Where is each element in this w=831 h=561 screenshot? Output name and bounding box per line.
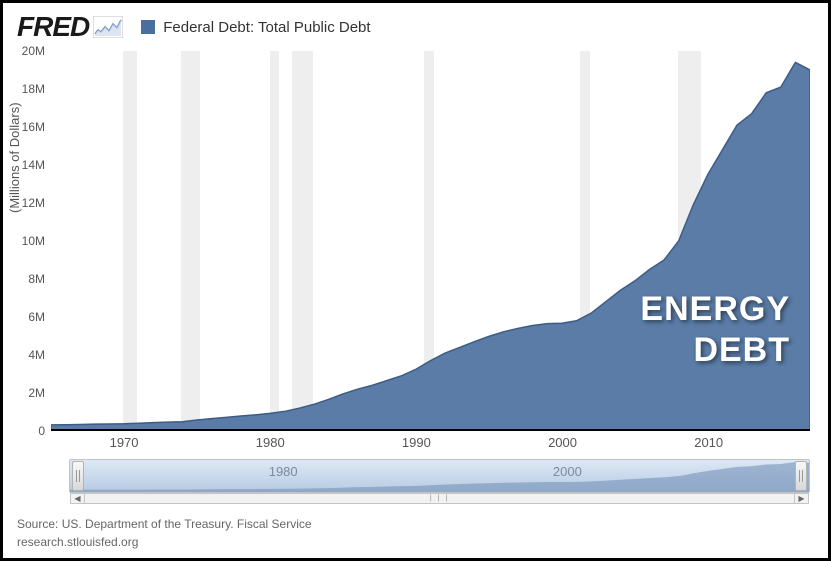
attribution-line: research.stlouisfed.org [17,533,814,551]
x-tick: 2010 [694,431,723,450]
range-scroll-left-icon[interactable]: ◀ [71,494,85,503]
range-tick: 2000 [553,464,582,479]
range-scrollbar[interactable]: ◀ | | | ▶ [70,493,809,504]
logo-sparkline-icon [93,16,123,38]
footer: Source: US. Department of the Treasury. … [17,515,814,551]
range-scroll-right-icon[interactable]: ▶ [794,494,808,503]
y-tick: 12M [11,196,51,210]
overlay-label: ENERGY DEBT [640,289,790,371]
y-tick: 10M [11,234,51,248]
y-tick: 8M [11,272,51,286]
fred-logo: FRED [17,11,123,43]
overlay-line1: ENERGY [640,289,790,330]
legend-label: Federal Debt: Total Public Debt [163,19,370,36]
range-tick: 1980 [269,464,298,479]
range-scroll-track[interactable]: | | | [85,494,794,503]
source-line: Source: US. Department of the Treasury. … [17,515,814,533]
x-tick: 1990 [402,431,431,450]
overlay-line2: DEBT [640,330,790,371]
y-tick: 18M [11,82,51,96]
y-tick: 6M [11,310,51,324]
range-mini-chart [70,460,809,492]
y-tick: 16M [11,120,51,134]
main-chart: 02M4M6M8M10M12M14M16M18M20M1970198019902… [51,51,810,431]
x-axis-baseline [51,429,810,431]
range-handle-right[interactable] [795,461,807,491]
range-selector[interactable]: ◀ | | | ▶ 19802000 [69,459,810,493]
y-tick: 20M [11,44,51,58]
y-tick: 14M [11,158,51,172]
y-tick: 4M [11,348,51,362]
area-chart-svg [51,51,810,431]
y-tick: 0 [11,424,51,438]
logo-text: FRED [17,11,89,43]
range-handle-left[interactable] [72,461,84,491]
legend: Federal Debt: Total Public Debt [141,19,370,36]
header: FRED Federal Debt: Total Public Debt [3,3,828,47]
x-tick: 2000 [548,431,577,450]
y-tick: 2M [11,386,51,400]
legend-swatch [141,20,155,34]
x-tick: 1980 [256,431,285,450]
x-tick: 1970 [110,431,139,450]
